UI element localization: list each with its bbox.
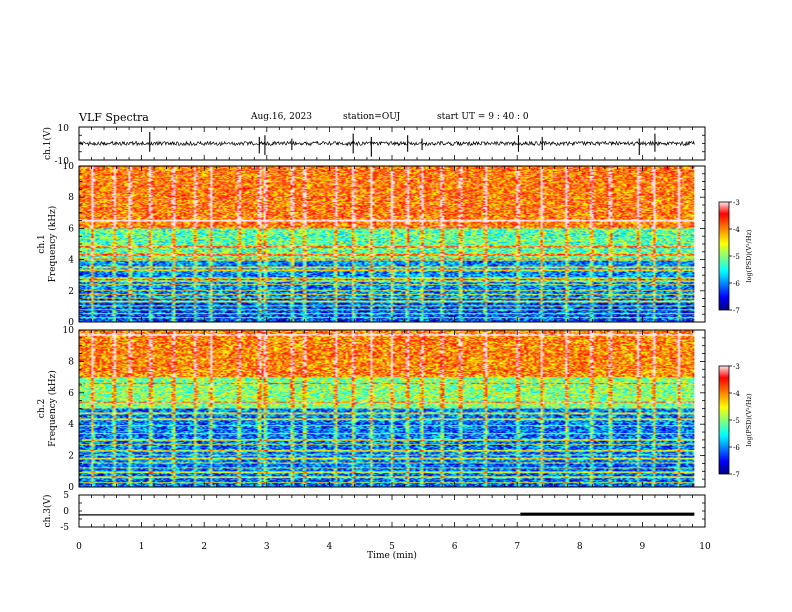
y-tick-label: 4 [68,420,74,430]
colorbar-tick-label: -6 [733,444,740,452]
x-tick-label: 9 [640,542,646,552]
y-axis-label-channel: ch.1 [37,234,47,253]
figure-title: VLF Spectra [79,111,149,124]
y-tick-label: 10 [63,326,75,336]
colorbar-tick-label: -7 [733,307,740,315]
date-label: Aug.16, 2023 [251,112,312,122]
x-tick-label: 1 [139,542,145,552]
y-axis-label-frequency: Frequency (kHz) [47,370,58,447]
ch1-waveform-trace [78,140,695,147]
y-tick-label: -5 [60,523,69,533]
colorbar-tick-label: -5 [733,417,740,425]
y-tick-label: 8 [68,357,74,367]
y-tick-label: 6 [68,224,74,234]
y-tick-label: 4 [68,256,74,266]
x-tick-label: 0 [76,542,82,552]
y-tick-label: 10 [63,162,75,172]
colorbars: -3 -4 -5 -6 -7 log(PSD)(V²/Hz) -3 -4 -5 -6 -7 log(P… [718,199,753,479]
colorbar-tick-label: -3 [733,363,740,371]
y-tick-label: -10 [55,157,70,167]
y-tick-label: 10 [58,124,70,134]
y-axis-label: ch.3(V) [42,495,53,528]
colorbar-label: log(PSD)(V²/Hz) [745,393,753,446]
y-tick-label: 0 [68,318,74,328]
station-label: station=OUJ [343,112,401,122]
colorbar-label: log(PSD)(V²/Hz) [745,229,753,282]
colorbar-tick-label: -3 [733,199,740,207]
colorbar-tick-label: -7 [733,471,740,479]
y-axis-label: ch.1(V) [42,127,53,160]
ch1-spectrogram-panel [79,166,695,322]
y-axis-label-channel: ch.2 [37,399,47,418]
x-tick-label: 10 [699,542,711,552]
x-tick-label: 8 [577,542,583,552]
y-tick-label: 6 [68,389,74,399]
ch3-waveform-panel [79,512,695,516]
x-tick-label: 5 [389,542,395,552]
colorbar-2 [718,365,730,475]
colorbar-tick-label: -4 [733,226,740,234]
x-tick-label: 6 [452,542,458,552]
ch1-waveform-panel [78,131,695,157]
colorbar-1 [718,201,730,311]
x-tick-label: 2 [201,542,207,552]
x-axis-label: Time (min) [367,550,417,561]
x-tick-label: 4 [327,542,333,552]
colorbar-tick-label: -5 [733,253,740,261]
x-tick-label: 3 [264,542,270,552]
ch2-spectrogram-panel [79,330,695,487]
start-time-label: start UT = 9 : 40 : 0 [437,112,529,122]
y-tick-label: 0 [68,483,74,493]
y-tick-label: 2 [68,287,74,297]
ch2-spectrogram-image [79,330,695,487]
ch1-spectrogram-image [79,166,695,322]
colorbar-tick-label: -6 [733,280,740,288]
y-tick-label: 0 [63,507,69,517]
colorbar-tick-label: -4 [733,390,740,398]
y-tick-label: 5 [63,491,69,501]
y-tick-label: 2 [68,452,74,462]
y-tick-label: 8 [68,193,74,203]
axis-ticks [78,126,706,528]
x-tick-label: 7 [514,542,520,552]
y-axis-label-frequency: Frequency (kHz) [47,206,58,283]
